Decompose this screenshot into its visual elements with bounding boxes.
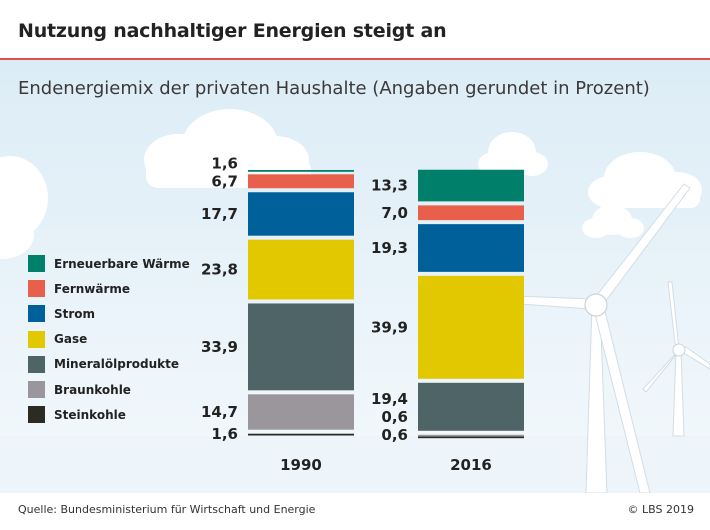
chart-subtitle: Endenergiemix der privaten Haushalte (An… [18,78,650,99]
data-label: 13,3 [371,177,408,195]
data-label: 1,6 [211,425,238,443]
page-title: Nutzung nachhaltiger Energien steigt an [18,20,447,42]
bar-segment [248,433,354,436]
cloud-icon [0,156,48,259]
stacked-bars [248,169,524,439]
chart-panel: 1,614,733,923,817,76,71,60,60,619,439,91… [0,60,710,493]
wind-turbine-large-icon [435,183,691,493]
value-labels: 1,614,733,923,817,76,71,60,60,619,439,91… [201,154,408,444]
legend: Erneuerbare Wärme Fernwärme Strom Gase Miner… [28,251,190,427]
x-tick-label: 1990 [280,456,322,474]
legend-item: Strom [28,301,190,326]
data-label: 7,0 [381,204,408,222]
legend-swatch [28,406,45,424]
legend-label: Strom [54,306,96,321]
bar-segment [248,192,354,236]
data-label: 23,8 [201,261,238,279]
data-label: 19,4 [371,390,408,408]
legend-label: Gase [54,332,88,347]
legend-label: Erneuerbare Wärme [54,256,190,271]
bar-segment [418,275,524,379]
x-axis-labels: 1990 2016 [280,456,492,474]
legend-item: Gase [28,327,190,352]
data-label: 39,9 [371,318,408,336]
legend-swatch [28,255,45,273]
bar-segment [248,174,354,189]
title-divider [0,58,710,60]
source-note: Quelle: Bundesministerium für Wirtschaft… [18,503,316,516]
bar-segment [418,169,524,202]
bar-segment [248,239,354,300]
copyright-note: © LBS 2019 [627,503,694,516]
bar-segment [418,434,524,437]
bar-segment [418,224,524,272]
legend-item: Braunkohle [28,377,190,402]
bar-segment [248,170,354,172]
legend-swatch [28,280,45,298]
legend-label: Steinkohle [54,407,126,422]
legend-swatch [28,330,45,348]
legend-label: Fernwärme [54,281,131,296]
data-label: 19,3 [371,239,408,257]
legend-item: Steinkohle [28,402,190,427]
legend-swatch [28,355,45,373]
legend-item: Mineralölprodukte [28,352,190,377]
legend-item: Erneuerbare Wärme [28,251,190,276]
data-label: 33,9 [201,338,238,356]
data-label: 0,6 [381,426,408,444]
data-label: 1,6 [211,154,238,172]
data-label: 0,6 [381,408,408,426]
legend-swatch [28,381,45,399]
legend-swatch [28,305,45,323]
bar-segment [248,303,354,391]
bar-segment [418,382,524,431]
cloud-icon [582,205,644,238]
data-label: 6,7 [211,172,238,190]
legend-label: Mineralölprodukte [54,357,179,372]
data-label: 17,7 [201,205,238,223]
x-tick-label: 2016 [450,456,492,474]
wind-turbine-small-icon [642,281,710,437]
legend-item: Fernwärme [28,276,190,301]
bar-segment [418,436,524,439]
data-label: 14,7 [201,403,238,421]
bar-segment [248,394,354,430]
legend-label: Braunkohle [54,382,131,397]
bar-segment [418,205,524,221]
